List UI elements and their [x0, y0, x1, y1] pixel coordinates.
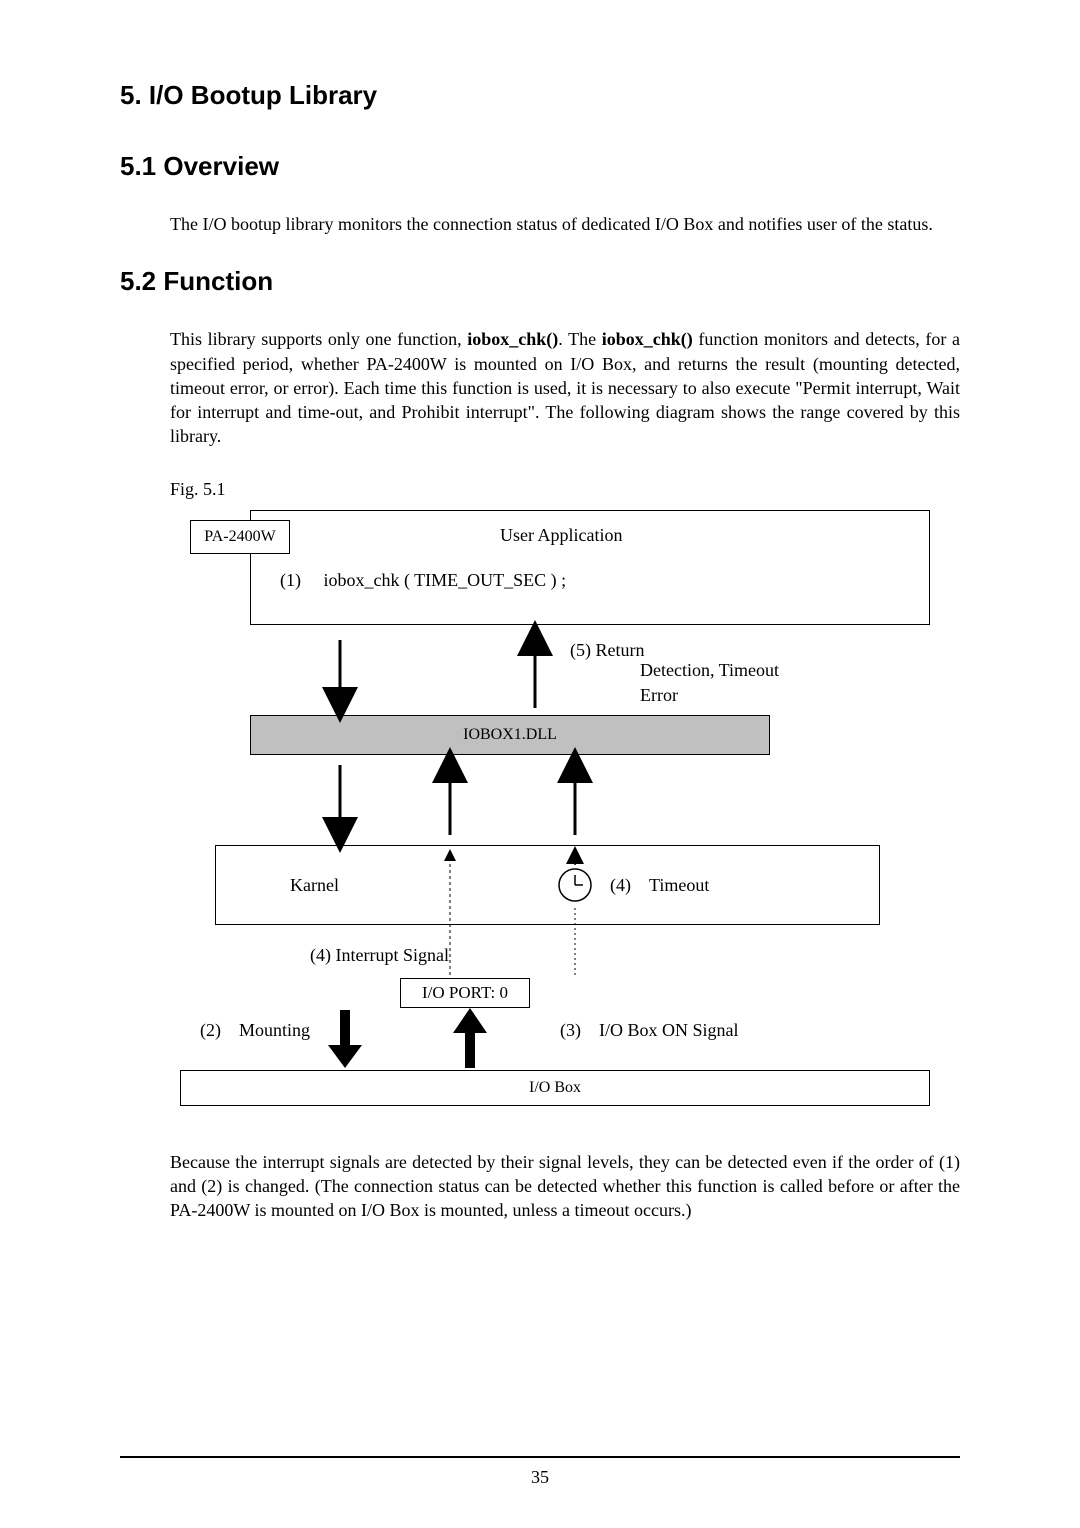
return-detail2: Error [640, 685, 678, 706]
text: . The [558, 329, 601, 349]
text: This library supports only one function, [170, 329, 467, 349]
io-port-label: I/O PORT: 0 [422, 983, 508, 1003]
overview-heading: 5.1 Overview [120, 151, 960, 182]
closing-paragraph: Because the interrupt signals are detect… [170, 1150, 960, 1223]
figure-caption: Fig. 5.1 [170, 479, 960, 500]
chapter-heading: 5. I/O Bootup Library [120, 80, 960, 111]
dll-box: IOBOX1.DLL [250, 715, 770, 755]
clock-icon [557, 867, 593, 903]
bold-func2: iobox_chk() [602, 329, 693, 349]
iobox-on-label: (3) I/O Box ON Signal [560, 1020, 739, 1041]
kernel-label: Karnel [290, 875, 339, 896]
return-label: (5) Return [570, 640, 644, 661]
dll-label: IOBOX1.DLL [463, 726, 557, 744]
function-paragraph: This library supports only one function,… [170, 327, 960, 448]
overview-paragraph: The I/O bootup library monitors the conn… [170, 212, 960, 236]
user-app-label: User Application [500, 525, 622, 546]
interrupt-signal-label: (4) Interrupt Signal [310, 945, 449, 966]
return-detail1: Detection, Timeout [640, 660, 779, 681]
timeout-label: (4) Timeout [610, 875, 709, 896]
pa2400w-label: PA-2400W [204, 528, 275, 546]
page-number: 35 [0, 1467, 1080, 1488]
bold-func1: iobox_chk() [467, 329, 558, 349]
io-box-box: I/O Box [180, 1070, 930, 1106]
footer-rule [120, 1456, 960, 1458]
io-port-box: I/O PORT: 0 [400, 978, 530, 1008]
io-box-label: I/O Box [529, 1079, 581, 1097]
diagram-figure: PA-2400W User Application (1) iobox_chk … [170, 510, 930, 1110]
pa2400w-box: PA-2400W [190, 520, 290, 554]
page: 5. I/O Bootup Library 5.1 Overview The I… [0, 0, 1080, 1528]
function-heading: 5.2 Function [120, 266, 960, 297]
mounting-label: (2) Mounting [200, 1020, 310, 1041]
call-line: (1) iobox_chk ( TIME_OUT_SEC ) ; [280, 570, 566, 591]
